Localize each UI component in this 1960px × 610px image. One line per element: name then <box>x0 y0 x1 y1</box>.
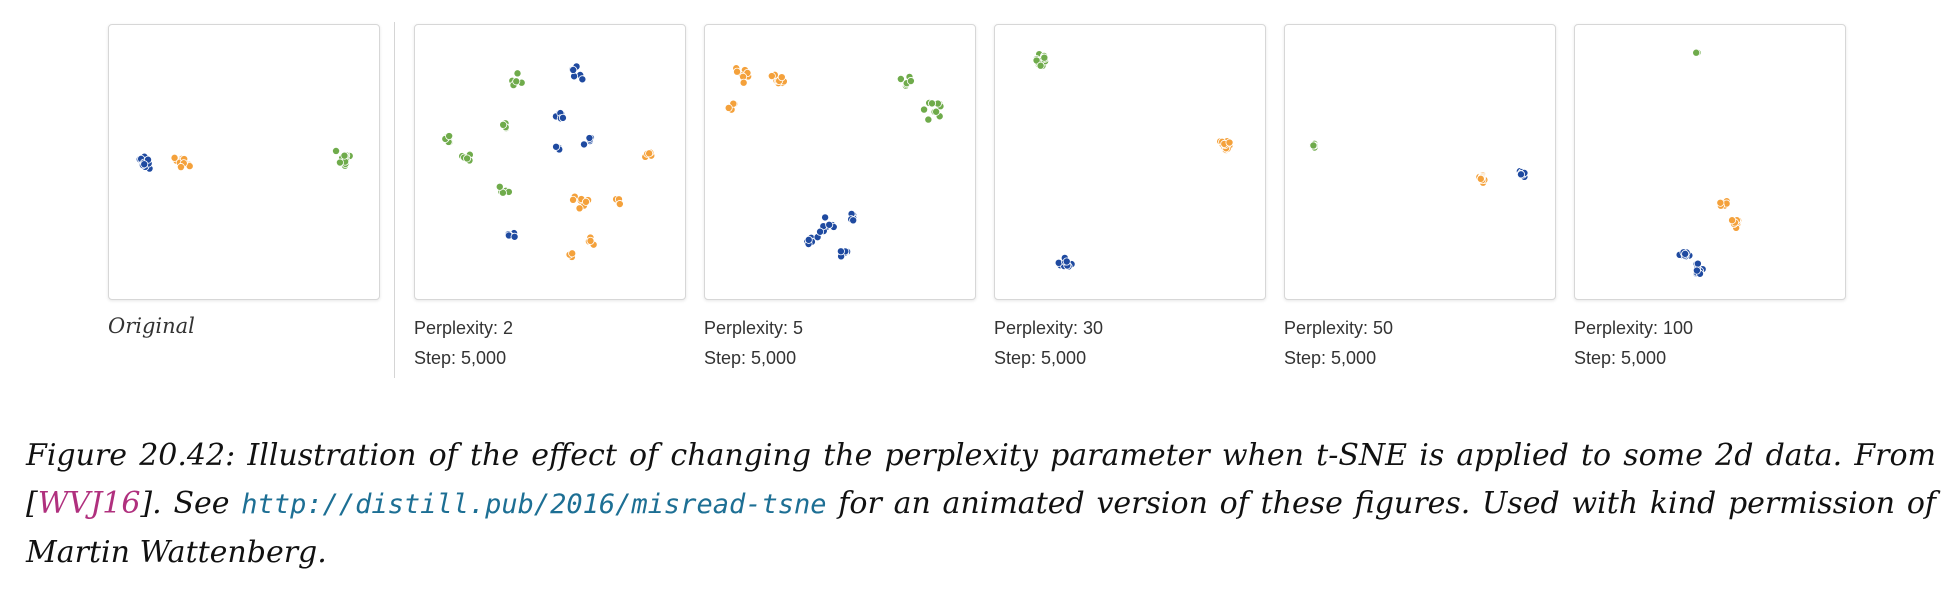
green-point <box>463 154 472 163</box>
green-point <box>920 105 929 114</box>
scatter-plot <box>1032 50 1234 271</box>
step-label: Step: 5,000 <box>414 348 507 368</box>
blue-point <box>552 142 561 151</box>
caption-text: for an animated version of these figures… <box>26 486 1937 570</box>
blue-point <box>558 113 567 122</box>
orange-point <box>581 197 590 206</box>
blue-point <box>585 134 594 143</box>
scatter-plot <box>441 62 656 261</box>
orange-point <box>767 72 776 81</box>
blue-point <box>578 75 587 84</box>
blue-point <box>1062 257 1071 266</box>
orange-point <box>1225 138 1234 147</box>
url-link[interactable]: http://distill.pub/2016/misread-tsne <box>241 489 827 520</box>
citation-link[interactable]: WVJ16 <box>37 486 141 521</box>
panel-perplexity-50 <box>1284 24 1556 300</box>
green-point <box>1040 53 1049 62</box>
blue-point <box>836 247 845 256</box>
blue-point <box>1693 259 1702 268</box>
orange-point <box>733 67 742 76</box>
green-point <box>932 107 941 116</box>
blue-point <box>510 232 519 241</box>
panel-perplexity-100 <box>1574 24 1846 300</box>
blue-point <box>1516 170 1525 179</box>
panel-perplexity-5 <box>704 24 976 300</box>
orange-point <box>645 149 654 158</box>
green-point <box>924 115 933 124</box>
orange-point <box>586 236 595 245</box>
scatter-plot <box>135 146 354 173</box>
green-point <box>335 158 344 167</box>
orange-point <box>176 163 185 172</box>
green-point <box>1036 61 1045 70</box>
perplexity-label: Perplexity: 100 <box>1574 318 1694 338</box>
panel-perplexity-30 <box>994 24 1266 300</box>
perplexity-label: Perplexity: 30 <box>994 318 1104 338</box>
scatter-plot <box>724 64 945 261</box>
green-point <box>1309 141 1318 150</box>
blue-point <box>1681 249 1690 258</box>
blue-point <box>804 235 813 244</box>
blue-point <box>580 140 589 149</box>
panel-perplexity-2 <box>414 24 686 300</box>
orange-point <box>1716 198 1725 207</box>
scatter-plot <box>1308 139 1529 187</box>
orange-point <box>739 78 748 87</box>
orange-point <box>1728 216 1737 225</box>
original-label: Original <box>108 314 195 338</box>
green-point <box>499 120 508 129</box>
perplexity-label: Perplexity: 5 <box>704 318 804 338</box>
perplexity-label: Perplexity: 50 <box>1284 318 1394 338</box>
caption-text: ]. See <box>140 486 242 521</box>
orange-point <box>777 73 786 82</box>
green-point <box>340 151 349 160</box>
green-point <box>513 69 522 78</box>
green-point <box>332 146 341 155</box>
green-point <box>928 99 937 108</box>
orange-point <box>724 103 733 112</box>
orange-point <box>1476 174 1485 183</box>
perplexity-label: Perplexity: 2 <box>414 318 514 338</box>
orange-point <box>569 195 578 204</box>
blue-point <box>849 216 858 225</box>
blue-point <box>569 65 578 74</box>
blue-point <box>140 160 149 169</box>
figure-caption: Figure 20.42: Illustration of the effect… <box>26 432 1936 577</box>
caption-text: Figure 20.42: Illustration of the effect… <box>26 438 1936 521</box>
step-label: Step: 5,000 <box>994 348 1087 368</box>
green-point <box>906 77 915 86</box>
green-point <box>1032 56 1041 65</box>
orange-point <box>615 200 624 209</box>
green-point <box>1692 48 1701 57</box>
blue-point <box>821 213 830 222</box>
step-label: Step: 5,000 <box>1284 348 1377 368</box>
green-point <box>896 75 905 84</box>
step-label: Step: 5,000 <box>1574 348 1667 368</box>
scatter-plot <box>1675 48 1743 278</box>
blue-point <box>1692 266 1701 275</box>
panel-original <box>108 24 380 300</box>
divider <box>394 22 395 378</box>
blue-point <box>825 220 834 229</box>
blue-point <box>816 227 825 236</box>
orange-point <box>568 249 577 258</box>
green-point <box>495 182 504 191</box>
step-label: Step: 5,000 <box>704 348 797 368</box>
green-point <box>512 77 521 86</box>
green-point <box>445 132 454 141</box>
orange-point <box>575 204 584 213</box>
